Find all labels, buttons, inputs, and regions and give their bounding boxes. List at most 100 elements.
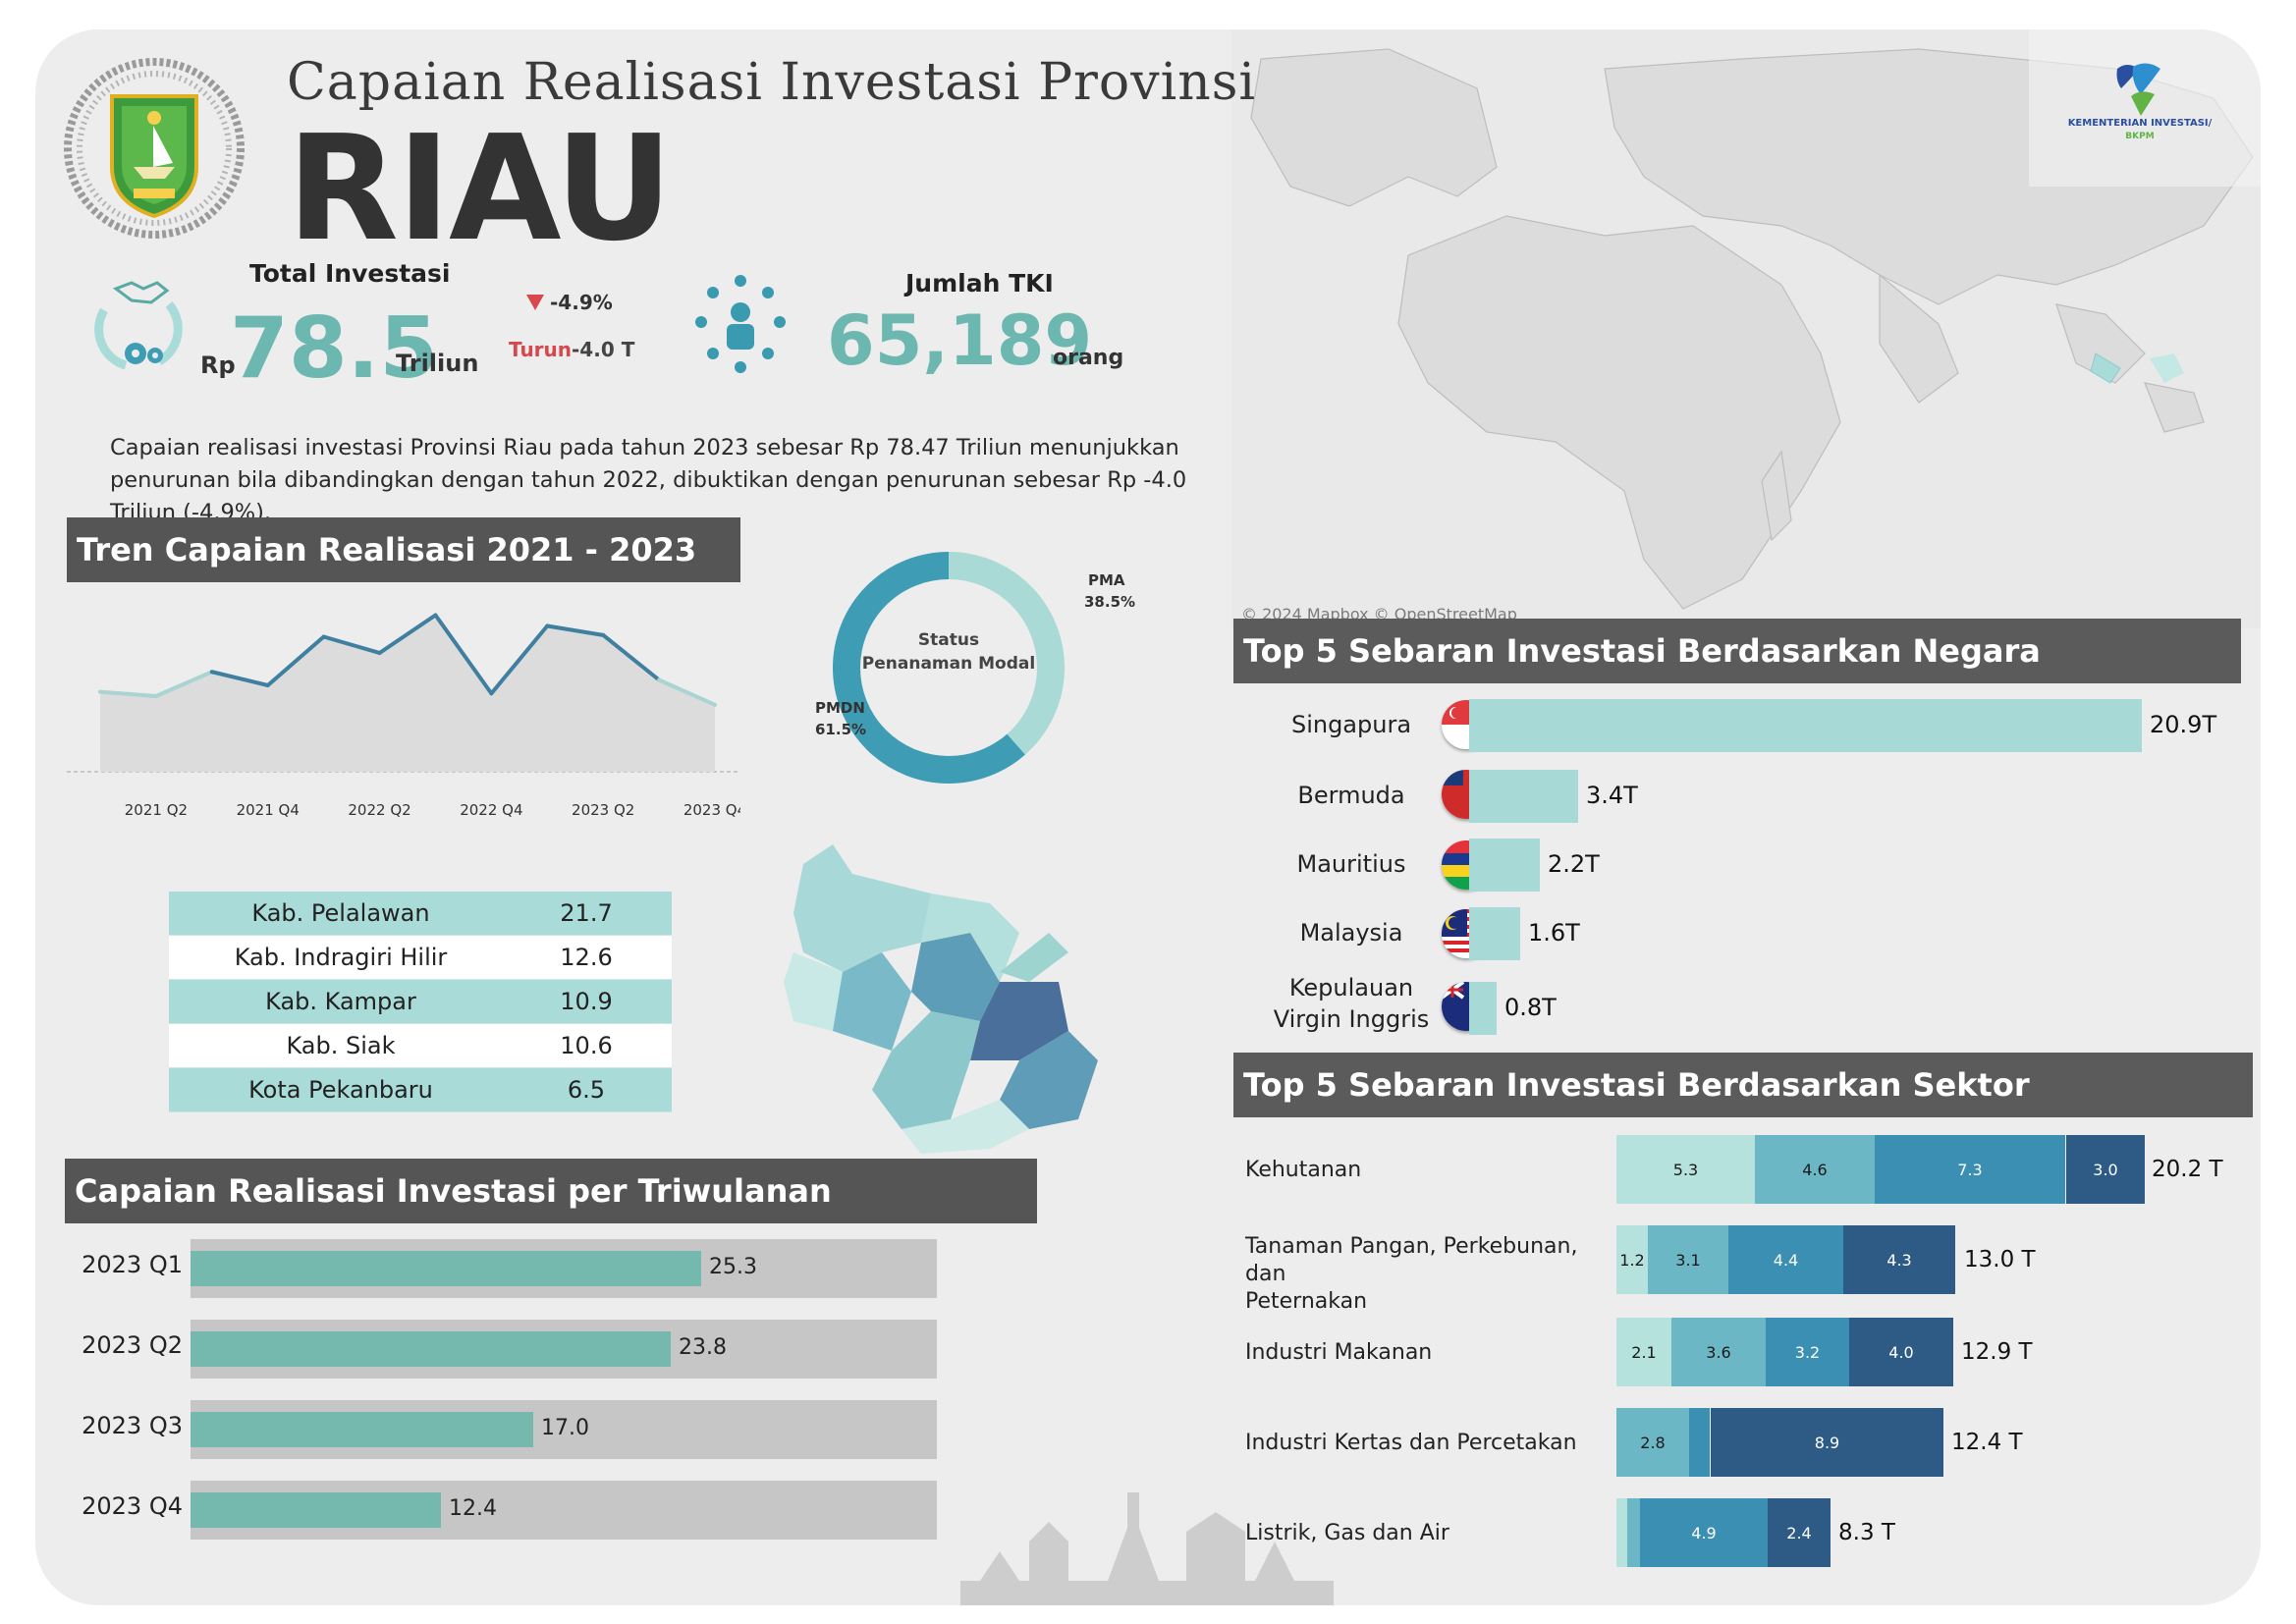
sector-total: 12.9 T — [1961, 1339, 2033, 1365]
country-label: Mauritius — [1233, 848, 1469, 880]
region-value: 21.7 — [560, 899, 613, 927]
quarter-bar — [191, 1251, 701, 1286]
trend-area-fill — [100, 615, 715, 772]
trend-tick-label: 2022 Q4 — [460, 801, 522, 819]
sector-label-line: Peternakan — [1245, 1289, 1368, 1314]
tki-label: Jumlah TKI — [905, 269, 1054, 298]
table-row[interactable]: Kab. Indragiri Hilir 12.6 — [169, 936, 672, 980]
table-row[interactable]: Kab. Kampar 10.9 — [169, 980, 672, 1024]
ministry-logo: KEMENTERIAN INVESTASI/ BKPM — [2056, 59, 2223, 167]
country-label: Singapura — [1233, 709, 1469, 740]
sector-total: 13.0 T — [1964, 1247, 2036, 1272]
trend-section-title: Tren Capaian Realisasi 2021 - 2023 — [77, 531, 697, 568]
sector-label-line: Listrik, Gas dan Air — [1245, 1521, 1449, 1545]
sector-segment[interactable]: 4.6 — [1755, 1135, 1875, 1204]
ministry-logo-icon — [2116, 63, 2160, 116]
sector-segment[interactable]: 3.0 — [2066, 1135, 2145, 1204]
donut-slice-pmdn[interactable] — [833, 552, 1065, 784]
sector-label: Kehutanan — [1245, 1157, 1609, 1184]
sector-segment[interactable]: 1.2 — [1616, 1225, 1648, 1294]
quarter-label: 2023 Q2 — [82, 1331, 183, 1359]
trend-tick-label: 2022 Q2 — [348, 801, 410, 819]
country-value: 2.2T — [1548, 850, 1600, 878]
sector-segment[interactable]: 8.9 — [1711, 1408, 1943, 1477]
sector-label: Tanaman Pangan, Perkebunan, dan Peternaka… — [1245, 1233, 1609, 1316]
status-donut-chart[interactable] — [801, 520, 1096, 815]
trend-line-segment — [657, 677, 717, 707]
sector-segment[interactable]: 7.3 — [1875, 1135, 2065, 1204]
quarter-bar — [191, 1331, 671, 1367]
country-value: 20.9T — [2150, 711, 2217, 738]
quarter-value: 12.4 — [449, 1496, 497, 1521]
sector-segment[interactable]: 4.0 — [1849, 1318, 1953, 1386]
trend-tick-label: 2023 Q2 — [572, 801, 634, 819]
riau-emblem-icon — [64, 58, 245, 239]
sector-segment[interactable]: 4.3 — [1843, 1225, 1955, 1294]
sector-label-line: Kehutanan — [1245, 1158, 1362, 1182]
sector-label-line: Industri Kertas dan Percetakan — [1245, 1431, 1577, 1455]
total-unit-label: Triliun — [396, 350, 479, 377]
pmdn-pct: 61.5% — [815, 721, 867, 738]
country-label: Kepulauan Virgin Inggris — [1233, 972, 1469, 1035]
quarter-value: 23.8 — [679, 1335, 727, 1360]
trend-tick-label: 2023 Q4 — [683, 801, 740, 819]
sector-segment[interactable]: 2.8 — [1616, 1408, 1689, 1477]
country-bar — [1469, 907, 1520, 960]
trend-section-header: Tren Capaian Realisasi 2021 - 2023 — [67, 517, 740, 582]
quarter-label: 2023 Q3 — [82, 1412, 183, 1439]
region-value: 12.6 — [560, 944, 613, 971]
pmdn-label: PMDN — [815, 699, 865, 717]
sector-segment[interactable]: 3.1 — [1648, 1225, 1728, 1294]
ministry-name: KEMENTERIAN INVESTASI/ — [2067, 118, 2213, 129]
country-value: 1.6T — [1528, 919, 1580, 947]
sector-segment[interactable] — [1689, 1408, 1710, 1477]
sector-segment[interactable]: 4.4 — [1728, 1225, 1843, 1294]
sector-total: 20.2 T — [2152, 1157, 2223, 1182]
riau-regions-map[interactable] — [774, 835, 1108, 1159]
down-triangle-icon — [526, 295, 544, 310]
sector-label: Listrik, Gas dan Air — [1245, 1520, 1609, 1547]
change-pct: -4.9% — [550, 291, 613, 314]
sector-segment[interactable]: 5.3 — [1616, 1135, 1755, 1204]
quarter-label: 2023 Q1 — [82, 1251, 183, 1278]
trend-line-segment — [545, 623, 606, 637]
skyline-illustration — [960, 1492, 1334, 1605]
country-label-line: Bermuda — [1297, 782, 1405, 809]
trend-line-segment — [153, 670, 214, 698]
country-value: 0.8T — [1504, 994, 1557, 1021]
sector-segment[interactable]: 2.1 — [1616, 1318, 1671, 1386]
quarterly-section-title: Capaian Realisasi Investasi per Triwulan… — [75, 1172, 832, 1210]
trend-tick-label: 2021 Q4 — [237, 801, 300, 819]
sector-label-line: Tanaman Pangan, Perkebunan, dan — [1245, 1234, 1578, 1286]
sector-segment[interactable] — [1616, 1498, 1627, 1567]
table-row[interactable]: Kab. Siak 10.6 — [169, 1024, 672, 1068]
sector-total: 8.3 T — [1838, 1520, 1895, 1545]
country-bar — [1469, 770, 1578, 823]
sector-segment[interactable] — [1627, 1498, 1640, 1567]
table-row[interactable]: Kab. Pelalawan 21.7 — [169, 892, 672, 936]
region-name: Kab. Kampar — [265, 988, 416, 1015]
country-bar — [1469, 839, 1540, 892]
sector-segment[interactable]: 3.6 — [1671, 1318, 1766, 1386]
sector-segment[interactable]: 2.4 — [1768, 1498, 1831, 1567]
world-map[interactable] — [1231, 29, 2261, 628]
region-value: 10.9 — [560, 988, 613, 1015]
trend-line-segment — [209, 670, 270, 687]
trend-area-chart[interactable]: 2021 Q2 2021 Q4 2022 Q2 2022 Q4 2023 Q2 2023 … — [67, 589, 740, 825]
region-value: 10.6 — [560, 1032, 613, 1059]
province-name: RIAU — [287, 104, 673, 273]
table-row[interactable]: Kota Pekanbaru 6.5 — [169, 1068, 672, 1112]
region-name: Kota Pekanbaru — [248, 1076, 433, 1104]
workers-network-icon — [695, 275, 786, 373]
trend-line-segment — [489, 623, 550, 696]
sector-segment[interactable]: 4.9 — [1640, 1498, 1768, 1567]
country-label-line: Mauritius — [1296, 850, 1406, 878]
summary-text: Capaian realisasi investasi Provinsi Ria… — [110, 435, 1187, 525]
quarter-value: 17.0 — [541, 1416, 589, 1440]
sector-section-title: Top 5 Sebaran Investasi Berdasarkan Sekt… — [1243, 1066, 2030, 1104]
quarter-label: 2023 Q4 — [82, 1492, 183, 1520]
quarter-bar — [191, 1492, 441, 1528]
sector-section-header: Top 5 Sebaran Investasi Berdasarkan Sekt… — [1233, 1053, 2253, 1117]
sector-segment[interactable]: 3.2 — [1766, 1318, 1849, 1386]
region-name: Kab. Pelalawan — [251, 899, 430, 927]
